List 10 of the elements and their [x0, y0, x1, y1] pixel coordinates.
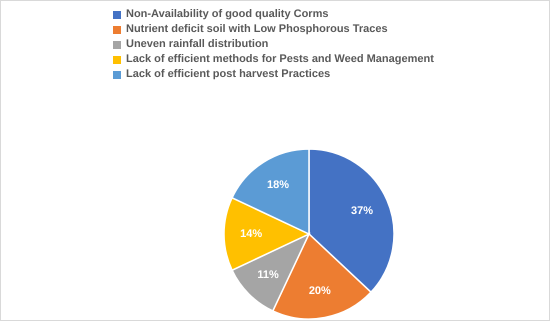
data-label: 14%	[240, 228, 262, 240]
legend-label: Lack of efficient methods for Pests and Weed Management	[126, 52, 434, 67]
data-label: 11%	[257, 268, 280, 281]
data-label: 37%	[351, 205, 374, 218]
legend-label: Uneven rainfall distribution	[126, 37, 268, 52]
legend-label: Nutrient deficit soil with Low Phosphorous Traces	[126, 22, 388, 37]
legend-label: Lack of efficient post harvest Practices	[126, 67, 330, 82]
data-label: 20%	[308, 284, 332, 297]
legend-label: Non-Availability of good quality Corms	[126, 7, 328, 22]
data-label: 18%	[267, 179, 290, 192]
